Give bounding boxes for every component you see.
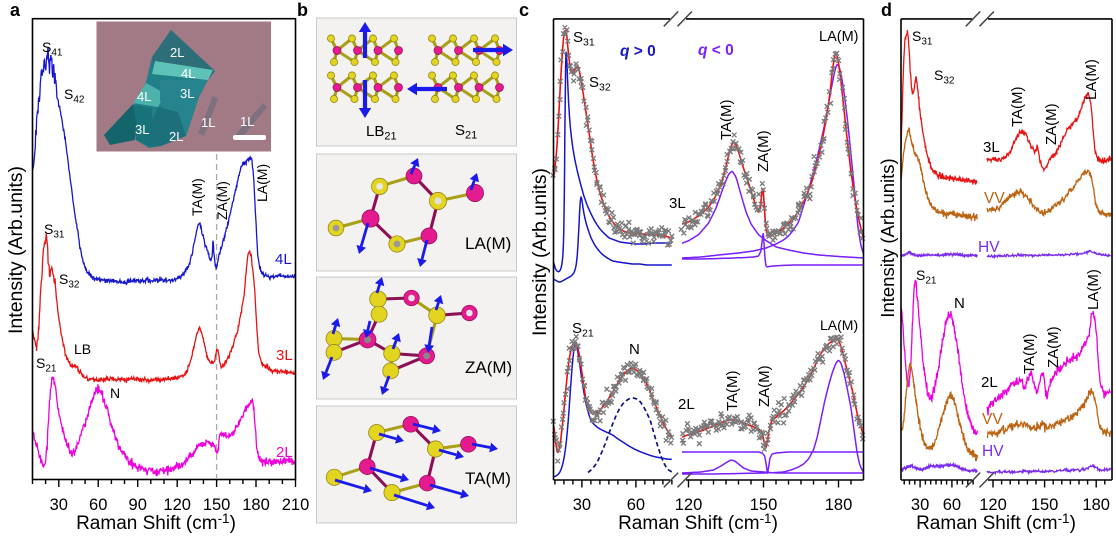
svg-text:q < 0: q < 0	[698, 42, 734, 59]
svg-text:Raman Shift (cm-1): Raman Shift (cm-1)	[618, 511, 778, 534]
svg-text:VV: VV	[984, 190, 1005, 207]
svg-text:3L: 3L	[180, 86, 194, 101]
svg-text:120: 120	[979, 496, 1007, 514]
svg-text:ZA(M): ZA(M)	[465, 358, 512, 377]
svg-text:4L: 4L	[181, 66, 195, 81]
svg-text:N: N	[110, 385, 120, 401]
svg-text:150: 150	[1031, 496, 1059, 514]
svg-text:b: b	[297, 0, 308, 20]
svg-text:TA(M): TA(M)	[718, 99, 735, 140]
svg-text:2L: 2L	[276, 444, 293, 461]
svg-text:2L: 2L	[678, 396, 695, 413]
svg-text:LB: LB	[74, 341, 91, 357]
svg-text:TA(M): TA(M)	[724, 370, 741, 411]
svg-text:LA(M): LA(M)	[1085, 269, 1102, 310]
svg-text:c: c	[519, 0, 529, 20]
svg-text:Intensity (Arb.units): Intensity (Arb.units)	[877, 158, 898, 317]
svg-text:LA(M): LA(M)	[1083, 59, 1100, 100]
svg-text:120: 120	[163, 496, 191, 514]
svg-text:ZA(M): ZA(M)	[756, 365, 773, 407]
svg-text:180: 180	[242, 496, 270, 514]
svg-text:4L: 4L	[137, 89, 151, 104]
svg-text:ZA(M): ZA(M)	[755, 130, 772, 172]
svg-text:q > 0: q > 0	[620, 43, 656, 60]
svg-text:3L: 3L	[276, 347, 293, 364]
svg-text:4L: 4L	[275, 251, 292, 268]
svg-text:ZA(M): ZA(M)	[214, 181, 230, 220]
svg-text:1L: 1L	[201, 115, 215, 130]
svg-text:TA(M): TA(M)	[465, 469, 511, 488]
svg-text:1L: 1L	[240, 114, 254, 129]
svg-text:TA(M): TA(M)	[1021, 333, 1038, 374]
svg-text:Raman Shift (cm-1): Raman Shift (cm-1)	[76, 511, 236, 534]
svg-text:60: 60	[627, 496, 645, 514]
svg-text:Intensity (Arb.units): Intensity (Arb.units)	[529, 168, 551, 336]
svg-text:Intensity (Arb.units): Intensity (Arb.units)	[5, 166, 27, 334]
svg-text:VV: VV	[982, 411, 1003, 428]
svg-text:180: 180	[1082, 496, 1110, 514]
svg-text:180: 180	[825, 496, 853, 514]
svg-text:HV: HV	[982, 443, 1004, 460]
svg-text:30: 30	[911, 496, 929, 514]
svg-text:Raman Shift (cm-1): Raman Shift (cm-1)	[916, 511, 1076, 534]
svg-text:60: 60	[943, 496, 961, 514]
svg-text:90: 90	[129, 496, 147, 514]
svg-text:3L: 3L	[669, 195, 686, 212]
svg-text:HV: HV	[978, 239, 1000, 256]
svg-text:N: N	[629, 341, 640, 358]
svg-text:LA(M): LA(M)	[465, 234, 511, 253]
svg-text:ZA(M): ZA(M)	[1043, 103, 1060, 145]
svg-text:TA(M): TA(M)	[1009, 86, 1026, 127]
svg-text:LA(M): LA(M)	[254, 164, 270, 202]
svg-text:30: 30	[573, 496, 591, 514]
svg-text:2L: 2L	[170, 45, 184, 60]
svg-text:TA(M): TA(M)	[189, 178, 205, 216]
svg-text:LA(M): LA(M)	[819, 29, 858, 45]
svg-text:150: 150	[750, 496, 778, 514]
svg-text:210: 210	[282, 496, 310, 514]
svg-text:60: 60	[89, 496, 107, 514]
svg-text:LA(M): LA(M)	[820, 317, 858, 333]
svg-text:120: 120	[675, 496, 703, 514]
svg-text:30: 30	[50, 496, 68, 514]
svg-text:ZA(M): ZA(M)	[1045, 326, 1062, 368]
svg-text:150: 150	[203, 496, 231, 514]
svg-text:2L: 2L	[981, 374, 998, 391]
svg-text:N: N	[954, 295, 965, 312]
svg-text:2L: 2L	[169, 129, 183, 144]
svg-text:a: a	[10, 0, 21, 20]
svg-text:d: d	[881, 0, 892, 20]
svg-text:3L: 3L	[983, 139, 1000, 156]
svg-text:3L: 3L	[135, 122, 149, 137]
